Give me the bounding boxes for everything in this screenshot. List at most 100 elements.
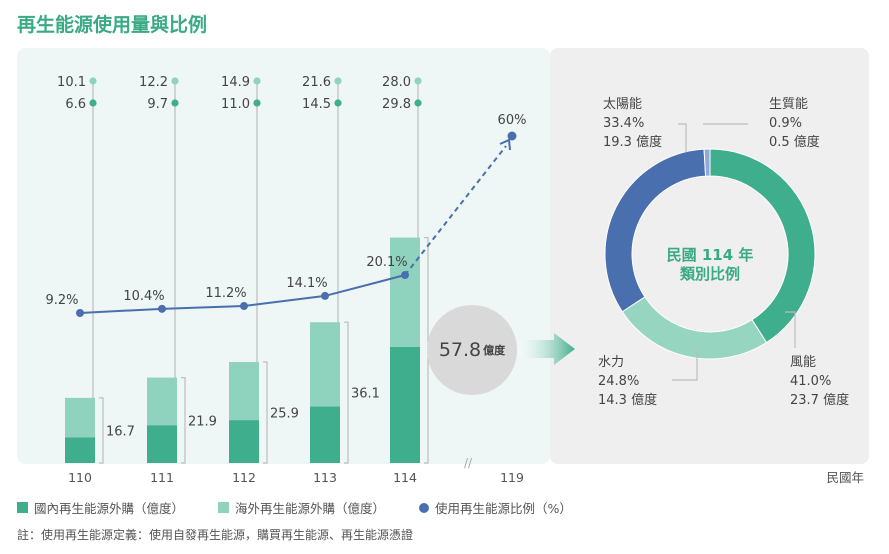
donut-layer: 風能 41.0% 23.7 億度 水力 24.8% 14.3 億度 太陽能 33.4% 19.3… xyxy=(598,97,849,408)
legend-swatch-domestic xyxy=(17,502,28,513)
donut-slice-label: 太陽能 xyxy=(603,97,642,112)
ratio-target-point xyxy=(507,131,517,141)
domestic-value-label: 9.7 xyxy=(147,97,168,112)
overseas-value-label: 12.2 xyxy=(139,75,168,90)
donut-slice-label: 23.7 億度 xyxy=(790,392,849,408)
bar-overseas xyxy=(229,361,259,421)
ratio-target-arrowhead xyxy=(499,138,511,151)
total-value: 57.8 xyxy=(438,339,482,361)
donut-slice xyxy=(703,148,711,177)
overseas-marker xyxy=(171,77,179,85)
x-tick-label: 113 xyxy=(313,470,337,485)
x-tick-label: 110 xyxy=(68,470,92,485)
legend-item-overseas: 海外再生能源外購（億度） xyxy=(218,498,385,517)
total-bracket xyxy=(263,361,268,464)
total-bracket xyxy=(99,397,104,464)
legend-dot-ratio xyxy=(419,502,430,513)
total-value-label: 16.7 xyxy=(106,424,135,439)
domestic-marker xyxy=(414,99,422,107)
donut-leader-line xyxy=(672,350,698,381)
ratio-value-label: 11.2% xyxy=(205,286,246,301)
x-tick-label: 114 xyxy=(393,470,417,485)
ratio-point xyxy=(158,304,166,313)
total-value-label: 25.9 xyxy=(270,406,299,421)
total-bracket xyxy=(344,321,349,464)
donut-slice-label: 水力 xyxy=(598,355,624,370)
bar-overseas xyxy=(390,237,420,347)
ratio-point xyxy=(240,302,248,311)
bar-domestic xyxy=(229,420,259,463)
ratio-target-line xyxy=(404,145,507,276)
ratio-point xyxy=(76,309,84,317)
x-tick-label: 112 xyxy=(232,470,256,485)
overseas-value-label: 10.1 xyxy=(57,75,86,90)
flow-arrow xyxy=(518,333,575,365)
domestic-marker xyxy=(253,99,261,107)
donut-slice-label: 41.0% xyxy=(790,374,831,389)
donut-slice-label: 14.3 億度 xyxy=(598,392,657,408)
total-bracket xyxy=(181,376,186,464)
legend-label-ratio: 使用再生能源比例（%） xyxy=(435,501,572,516)
bar-domestic xyxy=(65,437,95,463)
donut-center-title: 民國 114 年 類別比例 xyxy=(660,246,760,284)
overseas-marker xyxy=(253,77,261,85)
donut-slice-label: 19.3 億度 xyxy=(603,134,662,150)
donut-slice-label: 0.9% xyxy=(769,116,802,131)
overseas-marker xyxy=(334,77,342,85)
total-bubble: 57.8 億度 xyxy=(427,305,517,395)
bar-panel-background xyxy=(17,48,550,464)
domestic-marker xyxy=(334,99,342,107)
legend-swatch-overseas xyxy=(218,502,230,513)
donut-panel-background xyxy=(550,48,869,464)
donut-center-line1: 民國 114 年 xyxy=(666,246,754,264)
donut-center-line2: 類別比例 xyxy=(679,265,740,283)
overseas-value-label: 28.0 xyxy=(382,75,411,90)
ratio-value-label: 20.1% xyxy=(366,255,407,270)
legend-label-overseas: 海外再生能源外購（億度） xyxy=(235,501,386,516)
donut-slice-label: 0.5 億度 xyxy=(769,134,820,150)
axis-break-mark: // xyxy=(464,456,473,470)
overseas-value-label: 14.9 xyxy=(221,75,250,90)
overseas-marker xyxy=(414,77,422,85)
bars-layer: 10.1 6.6 12.2 9.7 14.9 11.0 21.6 14.5 28.0 29.8 16… xyxy=(45,75,526,485)
domestic-value-label: 6.6 xyxy=(65,97,86,112)
bar-domestic xyxy=(147,425,177,463)
ratio-point xyxy=(321,291,329,300)
total-value-label: 36.1 xyxy=(351,387,380,402)
x-unit-label: 民國年 xyxy=(826,470,864,485)
total-unit: 億度 xyxy=(483,344,506,357)
x-tick-label: 111 xyxy=(150,470,174,485)
donut-slice-label: 24.8% xyxy=(598,374,639,389)
page-title: 再生能源使用量與比例 xyxy=(17,14,208,36)
domestic-marker xyxy=(171,99,179,107)
domestic-marker xyxy=(89,99,97,107)
ratio-value-label: 14.1% xyxy=(286,276,327,291)
legend: 國內再生能源外購（億度） 海外再生能源外購（億度） 使用再生能源比例（%） xyxy=(17,498,606,517)
bar-overseas xyxy=(65,397,95,438)
ratio-point xyxy=(401,271,409,280)
donut-slice-label: 33.4% xyxy=(603,116,644,131)
overseas-marker xyxy=(89,77,97,85)
ratio-target-label: 60% xyxy=(498,113,527,128)
donut-slice-label: 風能 xyxy=(790,355,816,370)
bar-overseas xyxy=(310,322,340,407)
domestic-value-label: 11.0 xyxy=(221,97,250,112)
total-value-label: 21.9 xyxy=(188,414,217,429)
ratio-value-label: 9.2% xyxy=(45,293,78,308)
donut-leader-line xyxy=(678,123,687,152)
donut-leader-line xyxy=(785,311,796,348)
donut-slice-label: 生質能 xyxy=(769,97,808,112)
ratio-value-label: 10.4% xyxy=(123,289,164,304)
x-tick-label: 119 xyxy=(500,470,524,485)
overseas-value-label: 21.6 xyxy=(302,75,331,90)
domestic-value-label: 14.5 xyxy=(302,97,331,112)
bar-overseas xyxy=(147,377,177,426)
bar-domestic xyxy=(390,346,420,463)
legend-label-domestic: 國內再生能源外購（億度） xyxy=(34,501,185,516)
legend-item-domestic: 國內再生能源外購（億度） xyxy=(17,498,184,517)
bar-domestic xyxy=(310,406,340,463)
domestic-value-label: 29.8 xyxy=(382,97,411,112)
footnote: 註：使用再生能源定義：使用自發再生能源，購買再生能源、再生能源憑證 xyxy=(17,528,414,542)
legend-item-ratio: 使用再生能源比例（%） xyxy=(419,498,572,517)
